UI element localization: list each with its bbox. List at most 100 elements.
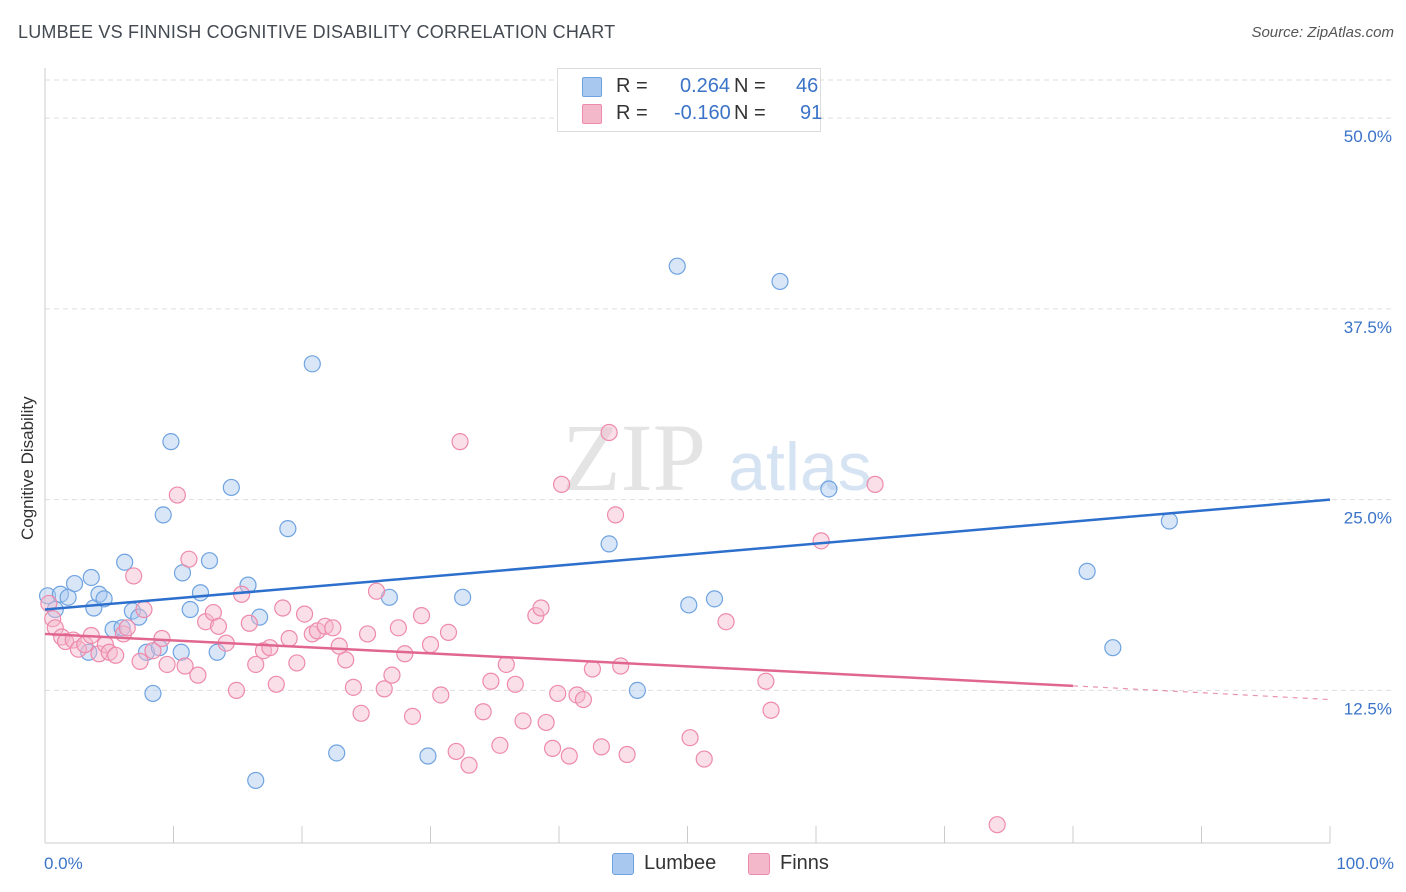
finns-point	[549, 684, 567, 703]
finns-point	[497, 655, 515, 674]
lumbee-point	[668, 257, 686, 275]
finns-point	[460, 756, 478, 774]
lumbee-point	[680, 596, 698, 614]
finns-point	[389, 619, 407, 637]
lumbee-point	[247, 771, 265, 790]
finns-point	[189, 666, 207, 684]
legend-label-finns: Finns	[780, 852, 829, 874]
lumbee-point	[328, 744, 346, 762]
y-tick-label: 50.0%	[1344, 127, 1392, 146]
lumbee-point	[65, 574, 84, 593]
lumbee-point	[95, 590, 113, 608]
watermark-zip: ZIP	[562, 404, 706, 511]
finns-point	[344, 678, 362, 696]
finns-point	[168, 486, 186, 504]
lumbee-swatch	[612, 853, 634, 875]
finns-point	[532, 599, 550, 617]
finns-point	[432, 686, 450, 704]
finns-point	[439, 623, 458, 642]
x-tick-label: 100.0%	[1336, 854, 1394, 873]
n-value: 91	[800, 102, 823, 124]
lumbee-point	[191, 584, 210, 602]
finns-point	[118, 619, 136, 637]
r-value: -0.160	[674, 102, 731, 124]
finns-point	[176, 657, 194, 675]
lumbee-point	[116, 553, 134, 571]
finns-point	[209, 617, 228, 635]
chart-title: LUMBEE VS FINNISH COGNITIVE DISABILITY C…	[18, 22, 616, 42]
finns-point	[131, 652, 149, 671]
finns-point	[288, 654, 306, 672]
finns-point	[421, 636, 440, 654]
finns-point	[988, 816, 1006, 834]
lumbee-point	[628, 681, 646, 700]
finns-point	[267, 675, 285, 693]
finns-point	[227, 681, 246, 700]
lumbee-point	[113, 619, 131, 637]
r-value: 0.264	[680, 75, 731, 97]
finns-point	[324, 619, 342, 637]
y-tick-label: 12.5%	[1344, 699, 1392, 718]
lumbee-point	[820, 480, 838, 498]
finns-point	[295, 605, 314, 623]
finns-point	[352, 704, 370, 722]
finns-point	[107, 646, 125, 664]
finns-point	[812, 532, 830, 550]
finns-point	[552, 475, 571, 493]
finns-point	[158, 655, 176, 674]
tick-labels: 12.5% 25.0% 37.5% 50.0% 0.0% 100.0%	[44, 127, 1394, 873]
lumbee-point	[181, 600, 199, 619]
finns-swatch	[748, 853, 770, 875]
finns-point	[403, 707, 422, 725]
finns-point	[274, 599, 292, 617]
n-value: 46	[796, 75, 819, 97]
finns-point	[482, 672, 500, 690]
trend-lines	[44, 498, 1331, 701]
finns-point	[695, 750, 713, 768]
finns-point	[46, 619, 64, 637]
finns-point	[474, 703, 492, 721]
finns-point	[240, 614, 258, 632]
lumbee-point	[705, 590, 724, 608]
lumbee-point	[250, 608, 269, 626]
lumbee-point	[59, 588, 77, 606]
r-label: R =	[616, 75, 648, 97]
finns-point	[280, 629, 298, 648]
lumbee-point	[82, 568, 100, 587]
lumbee-point	[200, 552, 219, 570]
finns-point	[514, 712, 532, 730]
finns-point	[125, 567, 143, 585]
lumbee-point	[208, 643, 226, 661]
lumbee-point	[771, 272, 789, 291]
lumbee-point	[154, 506, 172, 524]
lumbee-point	[1078, 562, 1096, 580]
lumbee-point	[172, 643, 190, 661]
finns-point	[506, 675, 524, 693]
finns-point	[583, 660, 602, 678]
finns-point	[600, 423, 618, 442]
lumbee-point	[173, 564, 192, 582]
n-label: N =	[734, 102, 766, 124]
lumbee-point	[454, 588, 472, 606]
lumbee-point	[600, 535, 618, 553]
lumbee-point	[419, 747, 437, 765]
finns-point	[537, 713, 555, 732]
x-tick-label: 0.0%	[44, 854, 83, 873]
finns-point	[383, 666, 401, 684]
finns-point	[447, 742, 465, 761]
n-label: N =	[734, 75, 766, 97]
finns-point	[375, 680, 393, 698]
legend-label-lumbee: Lumbee	[644, 852, 717, 874]
finns-point	[612, 657, 630, 675]
watermark-atlas: atlas	[728, 429, 872, 505]
correlation-legend: R = 0.264 N = 46 R = -0.160 N = 91	[557, 68, 823, 132]
finns-point	[560, 747, 578, 765]
finns-point	[396, 645, 414, 663]
finns-point	[367, 582, 386, 600]
data-points	[38, 257, 1178, 834]
finns-point	[606, 506, 625, 524]
lumbee-point	[303, 355, 321, 373]
lumbee-trend-line	[44, 498, 1331, 611]
r-label: R =	[616, 102, 648, 124]
finns-point	[180, 550, 198, 568]
